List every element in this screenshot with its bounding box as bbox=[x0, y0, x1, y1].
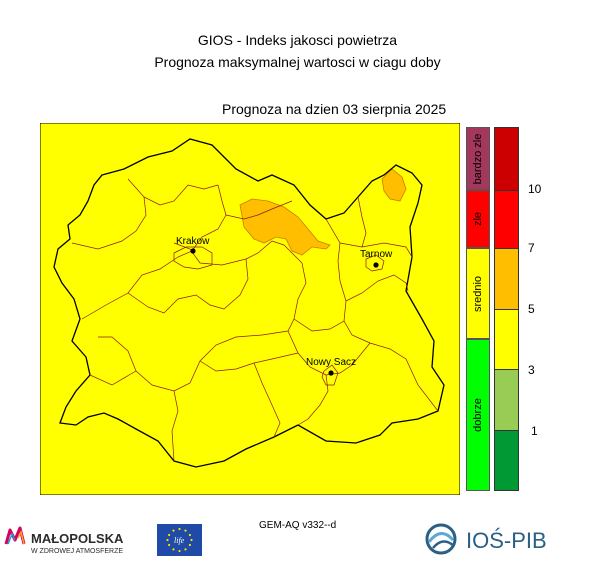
city-label: Nowy Sacz bbox=[306, 357, 356, 368]
scale-tick: 3 bbox=[528, 363, 535, 377]
county-border bbox=[357, 196, 367, 248]
county-border bbox=[343, 320, 439, 412]
scale-segment bbox=[495, 370, 518, 431]
scale-segment bbox=[495, 431, 518, 490]
county-border bbox=[345, 274, 409, 302]
svg-text:life: life bbox=[174, 536, 185, 545]
category-zle: zle bbox=[466, 190, 490, 248]
county-border bbox=[81, 184, 227, 320]
malopolska-logo: MAŁOPOLSKA W ZDROWEJ ATMOSFERZE bbox=[4, 526, 124, 555]
svg-text:IOŚ-PIB: IOŚ-PIB bbox=[466, 528, 547, 553]
county-border bbox=[98, 244, 307, 392]
city-marker bbox=[328, 370, 334, 376]
scale-segment bbox=[495, 310, 518, 370]
scale-segment bbox=[495, 128, 518, 191]
city-border-nowy-sacz bbox=[321, 364, 339, 386]
scale-tick: 1 bbox=[531, 424, 538, 438]
category-srednio: srednio bbox=[466, 248, 490, 339]
category-bardzo-zle: bardzo zle bbox=[466, 127, 490, 190]
county-border bbox=[71, 196, 147, 250]
scale-segment bbox=[495, 249, 518, 310]
city-border-krakow bbox=[173, 246, 213, 270]
air-quality-map: Krakow Tarnow Nowy Sacz bbox=[40, 123, 460, 495]
svg-text:MAŁOPOLSKA: MAŁOPOLSKA bbox=[31, 531, 124, 546]
city-label: Tarnow bbox=[360, 249, 393, 260]
city-marker bbox=[190, 248, 196, 254]
svg-text:W ZDROWEJ ATMOSFERZE: W ZDROWEJ ATMOSFERZE bbox=[31, 548, 123, 555]
category-dobrze: dobrze bbox=[466, 339, 490, 491]
county-border bbox=[199, 352, 299, 372]
county-border bbox=[89, 370, 137, 386]
county-border bbox=[339, 242, 413, 258]
scale-tick: 7 bbox=[528, 241, 535, 255]
elevated-area-east bbox=[381, 168, 407, 202]
county-border bbox=[253, 362, 281, 438]
map-title: GIOS - Indeks jakosci powietrza bbox=[197, 32, 398, 48]
city-label: Krakow bbox=[176, 236, 210, 247]
city-marker bbox=[373, 262, 379, 268]
color-scale bbox=[494, 127, 519, 491]
map-subtitle: Prognoza maksymalnej wartosci w ciagu do… bbox=[154, 54, 441, 70]
scale-segment bbox=[495, 191, 518, 249]
county-border bbox=[171, 390, 179, 462]
county-border bbox=[297, 374, 329, 426]
ios-pib-logo: IOŚ-PIB bbox=[425, 523, 547, 555]
ios-pib-icon bbox=[425, 523, 457, 555]
eu-life-logo: life bbox=[157, 524, 202, 556]
scale-tick: 5 bbox=[528, 302, 535, 316]
eu-stars-icon bbox=[166, 527, 193, 553]
scale-tick: 10 bbox=[528, 182, 542, 196]
city-border-tarnow bbox=[365, 254, 385, 272]
model-label: GEM-AQ v332--d bbox=[259, 520, 337, 531]
forecast-date: Prognoza na dzien 03 sierpnia 2025 bbox=[222, 101, 447, 117]
region-border bbox=[53, 138, 445, 468]
county-border bbox=[127, 258, 249, 314]
county-border bbox=[225, 200, 293, 220]
